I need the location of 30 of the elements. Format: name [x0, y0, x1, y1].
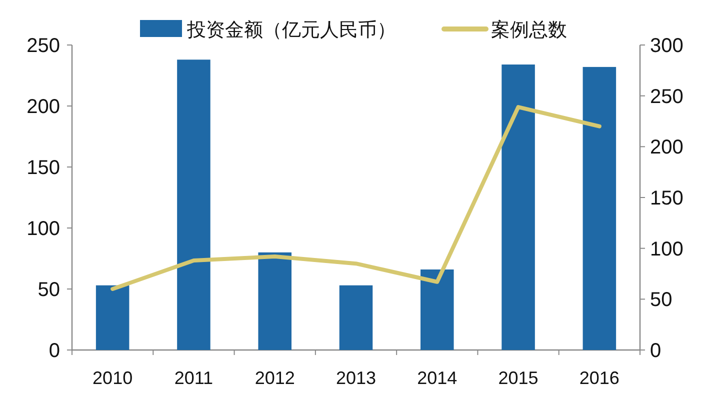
- y2-tick-label: 300: [650, 35, 684, 57]
- y2-tick-label: 200: [650, 136, 684, 159]
- bar: [582, 66, 616, 350]
- bar: [502, 64, 535, 350]
- x-tick-label: 2015: [498, 368, 538, 388]
- bar: [177, 60, 210, 350]
- x-tick-label: 2014: [417, 368, 458, 388]
- x-tick-label: 2013: [336, 368, 376, 388]
- x-tick-label: 2010: [92, 368, 133, 388]
- y-tick-label: 250: [26, 35, 60, 57]
- bar: [258, 252, 292, 350]
- x-tick-label: 2016: [579, 368, 620, 388]
- y-tick-label: 0: [48, 340, 60, 362]
- y2-tick-label: 150: [650, 188, 684, 210]
- line-series: [110, 105, 602, 291]
- x-tick-label: 2012: [254, 368, 295, 388]
- y-tick-label: 50: [38, 279, 60, 301]
- legend-label: 案例总数: [491, 19, 567, 41]
- y2-tick-label: 100: [650, 238, 684, 260]
- y2-tick-label: 0: [650, 340, 662, 362]
- x-tick-label: 2011: [174, 368, 214, 388]
- y-tick-label: 200: [26, 96, 60, 118]
- y-tick-label: 150: [26, 157, 60, 179]
- y2-tick-label: 250: [650, 86, 684, 108]
- y-tick-label: 100: [26, 218, 60, 240]
- bar: [96, 285, 130, 350]
- y2-tick-label: 50: [650, 289, 672, 312]
- legend-label: 投资金额（亿元人民币）: [186, 19, 396, 41]
- bar: [339, 285, 373, 350]
- bar: [420, 269, 454, 350]
